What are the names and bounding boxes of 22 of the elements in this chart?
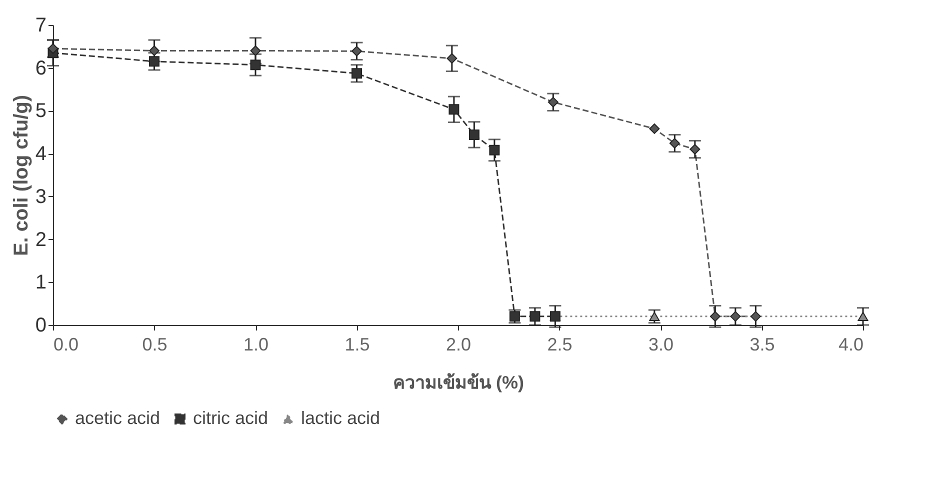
x-tick-label: 2.0	[446, 334, 472, 354]
legend-label: acetic acid	[75, 408, 160, 428]
x-tick-label: 3.5	[750, 334, 775, 354]
x-tick-label: 0.0	[54, 334, 79, 354]
y-tick-label: 4	[35, 143, 46, 166]
x-axis-title: ความเข้มข้น (%)	[393, 372, 524, 392]
x-tick-label: 2.5	[547, 334, 572, 354]
legend-label: lactic acid	[301, 408, 380, 428]
y-tick-label: 5	[35, 100, 46, 122]
y-tick-label: 3	[35, 186, 46, 208]
y-tick-label: 1	[35, 272, 46, 294]
y-tick-label: 0	[35, 314, 46, 336]
x-tick-label: 4.0	[838, 334, 864, 354]
x-tick-label: 0.5	[142, 334, 168, 354]
y-tick-label: 7	[35, 14, 46, 36]
y-tick-label: 2	[35, 228, 46, 251]
y-axis-title: E. coli (log cfu/g)	[10, 94, 32, 256]
y-tick-label: 6	[35, 57, 46, 80]
legend-label: citric acid	[193, 408, 268, 428]
x-tick-label: 1.5	[344, 334, 370, 354]
x-tick-label: 1.0	[243, 334, 269, 354]
x-tick-label: 3.0	[648, 334, 674, 354]
